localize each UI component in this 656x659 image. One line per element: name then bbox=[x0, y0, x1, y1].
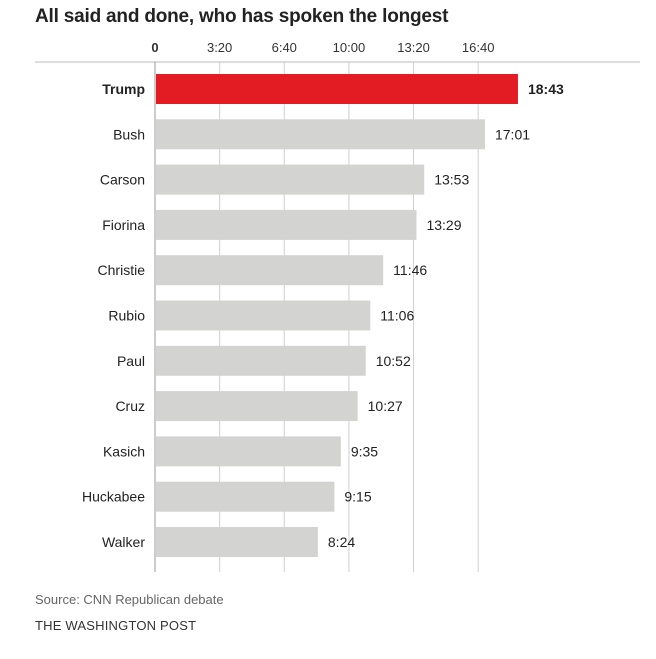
x-tick-label: 6:40 bbox=[272, 40, 297, 55]
bar-christie bbox=[156, 255, 384, 286]
chart-title: All said and done, who has spoken the lo… bbox=[35, 6, 449, 27]
category-label: Kasich bbox=[103, 443, 145, 459]
bar-cruz bbox=[156, 391, 358, 422]
value-label: 13:53 bbox=[434, 172, 469, 188]
x-tick-label: 3:20 bbox=[207, 40, 232, 55]
bar-paul bbox=[156, 345, 366, 376]
source-note: Source: CNN Republican debate bbox=[35, 592, 224, 607]
bar-bush bbox=[156, 119, 485, 150]
bar-fiorina bbox=[156, 209, 417, 240]
category-label: Carson bbox=[100, 172, 145, 188]
x-tick-label: 10:00 bbox=[333, 40, 366, 55]
value-label: 10:27 bbox=[368, 398, 403, 414]
category-label: Huckabee bbox=[82, 489, 145, 505]
category-label: Rubio bbox=[108, 308, 145, 324]
value-label: 8:24 bbox=[328, 534, 355, 550]
category-label: Bush bbox=[113, 126, 145, 142]
bar-trump bbox=[156, 74, 518, 104]
value-label: 11:46 bbox=[393, 262, 427, 278]
category-label: Paul bbox=[117, 353, 145, 369]
value-label: 11:06 bbox=[380, 308, 414, 324]
value-label: 9:35 bbox=[351, 443, 378, 459]
value-label: 10:52 bbox=[376, 353, 411, 369]
bar-rubio bbox=[156, 300, 371, 331]
value-label: 18:43 bbox=[528, 81, 564, 97]
category-label: Cruz bbox=[115, 398, 145, 414]
bar-walker bbox=[156, 527, 318, 557]
bar-carson bbox=[156, 164, 425, 195]
x-tick-label: 0 bbox=[151, 40, 158, 55]
publisher-credit: THE WASHINGTON POST bbox=[35, 618, 197, 633]
x-tick-label: 16:40 bbox=[462, 40, 495, 55]
value-label: 13:29 bbox=[426, 217, 461, 233]
bar-kasich bbox=[156, 436, 341, 467]
value-label: 9:15 bbox=[344, 489, 371, 505]
category-label: Trump bbox=[102, 81, 145, 97]
value-label: 17:01 bbox=[495, 126, 530, 142]
bar-huckabee bbox=[156, 481, 335, 512]
category-label: Walker bbox=[102, 534, 145, 550]
x-tick-label: 13:20 bbox=[397, 40, 430, 55]
category-label: Christie bbox=[98, 262, 146, 278]
category-label: Fiorina bbox=[102, 217, 145, 233]
